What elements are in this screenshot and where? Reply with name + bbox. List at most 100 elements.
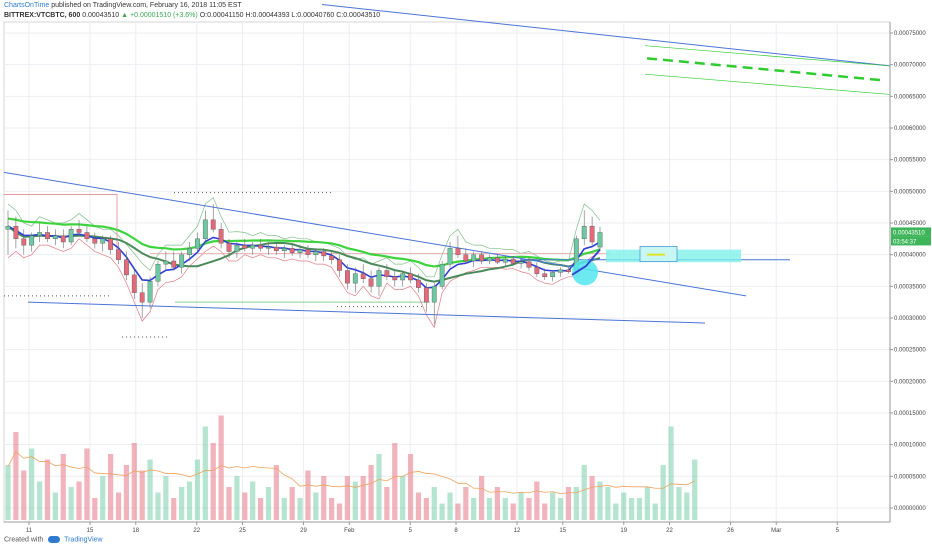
volume-bar: [368, 465, 374, 520]
candle: [360, 264, 366, 284]
volume-bar: [336, 503, 343, 520]
candle: [589, 216, 595, 246]
candle-body: [494, 257, 500, 263]
time-tick-label: 5: [836, 528, 840, 534]
candle: [266, 241, 271, 255]
time-axis[interactable]: 11 15 18 22 25 29 Feb 5 8 12 15 19 22 26 Mar 5: [4, 521, 890, 534]
candle: [329, 251, 335, 265]
author-link[interactable]: ChartsOnTime: [4, 2, 50, 9]
volume-bar: [289, 487, 295, 520]
volume-bar: [29, 448, 35, 520]
target-dashed-line: [646, 57, 886, 82]
volume-bar: [84, 448, 90, 520]
candle-body: [226, 243, 232, 252]
volume-bar: [313, 492, 319, 520]
volume-bar: [210, 443, 216, 520]
candle-body: [52, 235, 58, 240]
volume-bar: [147, 459, 153, 520]
volume-bar: [407, 454, 414, 520]
candle-body: [195, 238, 200, 249]
candle: [400, 270, 406, 287]
candle: [376, 267, 382, 296]
ema-blue-line: [7, 225, 601, 289]
candle: [597, 226, 603, 250]
price-tick-label: 0.00040000: [894, 253, 926, 259]
candle: [439, 260, 445, 290]
time-tick-label: 19: [620, 528, 627, 534]
up-arrow-icon: ▲: [121, 12, 129, 19]
volume-bars: [5, 415, 698, 520]
candle-body: [589, 225, 595, 243]
price-tick-label: 0.00055000: [894, 158, 926, 164]
candle: [60, 229, 66, 249]
candle: [108, 235, 114, 255]
volume-bar: [344, 476, 351, 520]
candle: [289, 243, 295, 256]
candle-body: [447, 248, 453, 265]
volume-bar: [557, 498, 564, 520]
volume-bar: [518, 492, 524, 520]
candle-body: [558, 269, 563, 273]
tradingview-link[interactable]: TradingView: [64, 536, 103, 544]
candle-body: [281, 248, 287, 252]
candle-body: [187, 248, 192, 255]
candle-body: [84, 232, 90, 240]
candle: [281, 245, 287, 258]
candle-body: [360, 273, 366, 279]
candle: [171, 251, 177, 271]
candle-body: [13, 225, 19, 240]
volume-bar: [281, 498, 287, 520]
candle: [123, 251, 129, 280]
candle: [494, 254, 500, 265]
volume-bar: [257, 498, 264, 520]
volume-bar: [510, 503, 516, 520]
candle: [447, 241, 453, 268]
candle: [297, 245, 303, 258]
candle: [305, 245, 311, 258]
upper-band-line: [7, 197, 601, 278]
volume-bar: [415, 492, 422, 520]
candle-body: [171, 260, 177, 268]
candle: [76, 219, 82, 236]
candle: [155, 260, 161, 287]
chart-drawings: [3, 4, 891, 338]
volume-bar: [76, 481, 82, 520]
last-price-tag: 0.00043510: [893, 230, 925, 236]
time-tick-label: 22: [193, 528, 200, 534]
candle: [581, 210, 587, 246]
candle-body: [218, 229, 224, 244]
candle-body: [5, 225, 11, 230]
candle-body: [400, 273, 406, 281]
candle-body: [581, 225, 587, 240]
volume-bar: [471, 498, 477, 520]
price-tick-label: 0.00030000: [894, 316, 926, 322]
candle-body: [100, 238, 106, 244]
candle-body: [234, 244, 240, 252]
candle: [345, 264, 350, 290]
volume-bar: [139, 470, 145, 520]
volume-bar: [123, 465, 129, 520]
candle: [510, 255, 516, 266]
footer-brand: Created with TradingView: [4, 536, 103, 543]
volume-bar: [305, 470, 311, 520]
volume-bar: [439, 503, 445, 520]
volume-bar: [273, 465, 279, 520]
volume-bar: [652, 503, 658, 520]
price-tick-label: 0.00065000: [894, 94, 926, 100]
time-tick-label: 15: [87, 528, 94, 534]
candle: [258, 238, 263, 252]
candle: [558, 267, 563, 277]
volume-bar: [108, 454, 114, 520]
volume-bar: [68, 487, 74, 520]
chart-header: ChartsOnTime published on TradingView.co…: [4, 1, 380, 21]
volume-bar: [613, 503, 619, 520]
candle-body: [416, 279, 421, 288]
candle: [487, 254, 492, 265]
created-with-label: Created with: [4, 536, 44, 544]
price-axis[interactable]: 0.00075000 0.00070000 0.00065000 0.00060000…: [889, 22, 931, 522]
candle: [21, 229, 27, 255]
candle-body: [147, 281, 153, 303]
symbol-label[interactable]: BITTREX:VTCBTC, 600: [4, 12, 81, 19]
candle: [273, 241, 279, 255]
